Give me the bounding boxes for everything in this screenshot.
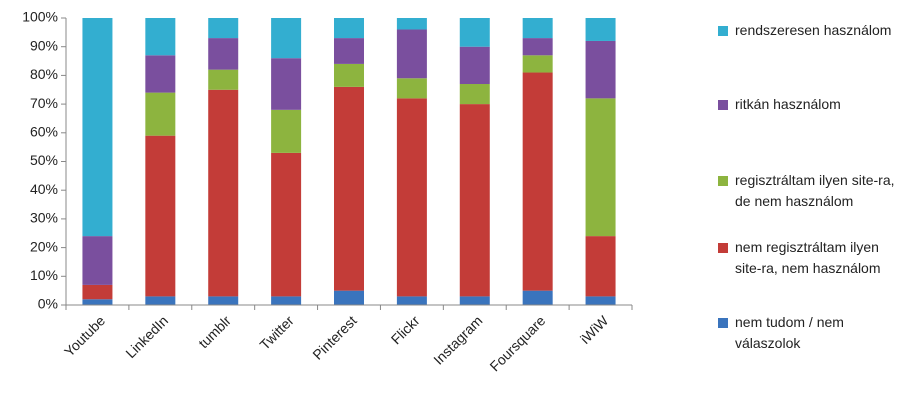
bar-segment [585,18,616,41]
bar-segment [334,86,364,291]
y-tick-label: 40% [30,181,58,197]
x-tick-label: tumblr [195,312,234,351]
bar-segment [396,78,427,99]
bar-segment [271,296,302,305]
bar-segment [522,55,553,73]
bar-segment [459,84,490,105]
bar-segment [271,18,302,59]
legend-label: nem regisztráltam ilyen site-ra, nem has… [735,239,881,276]
bar-segment [459,46,490,85]
x-tick-label: Twitter [256,312,297,353]
bar-segment [585,98,616,237]
bar-segment [82,18,113,237]
bar-segment [396,18,427,30]
bar-segment [334,38,364,64]
y-tick-label: 0% [38,296,58,312]
bar-segment [82,236,113,285]
legend-label: regisztráltam ilyen site-ra, de nem hasz… [735,172,895,209]
legend-label: ritkán használom [735,96,841,112]
x-tick-label: LinkedIn [122,312,171,361]
bar-segment [396,29,427,79]
bar-segment [82,284,113,300]
legend-swatch [718,26,728,36]
y-tick-label: 80% [30,66,58,82]
bar-segment [271,58,302,110]
y-tick-label: 50% [30,152,58,168]
bar-segment [334,63,364,87]
bar-segment [396,296,427,305]
bar-segment [334,18,364,39]
bar-segment [522,18,553,39]
bar-segment [145,296,176,305]
legend-label: nem tudom / nem válaszolok [735,314,844,351]
bar-segment [208,296,239,305]
bar-segment [82,299,113,305]
bar-segment [334,290,364,305]
legend-label: rendszeresen használom [735,22,892,38]
bar-segment [208,89,239,297]
bar-segment [208,18,239,39]
y-tick-label: 30% [30,210,58,226]
bar-segment [208,69,239,90]
x-tick-label: Pinterest [309,312,359,362]
y-tick-label: 90% [30,37,58,53]
bar-segment [271,152,302,297]
y-tick-label: 100% [22,9,58,25]
bar-segment [522,38,553,56]
x-tick-label: Foursquare [486,312,548,374]
y-tick-label: 10% [30,267,58,283]
x-tick-label: Flickr [388,312,423,347]
legend-swatch [718,100,728,110]
bar-segment [396,98,427,297]
y-tick-label: 60% [30,124,58,140]
y-tick-label: 70% [30,95,58,111]
bar-segment [585,296,616,305]
legend-swatch [718,318,728,328]
bar-segment [459,18,490,47]
bar-segment [145,55,176,93]
bar-segment [145,18,176,56]
x-tick-label: Instagram [430,312,485,367]
bar-segment [208,38,239,70]
bar-segment [522,72,553,291]
bar-segment [145,92,176,136]
x-tick-label: iWiW [577,312,612,347]
bar-segment [271,109,302,153]
x-tick-label: Youtube [61,312,108,359]
bar-segment [459,296,490,305]
bar-segment [459,104,490,297]
legend-swatch [718,176,728,186]
bar-segment [585,40,616,99]
y-tick-label: 20% [30,238,58,254]
bar-segment [522,290,553,305]
legend-swatch [718,243,728,253]
bar-segment [145,135,176,297]
bar-segment [585,236,616,297]
